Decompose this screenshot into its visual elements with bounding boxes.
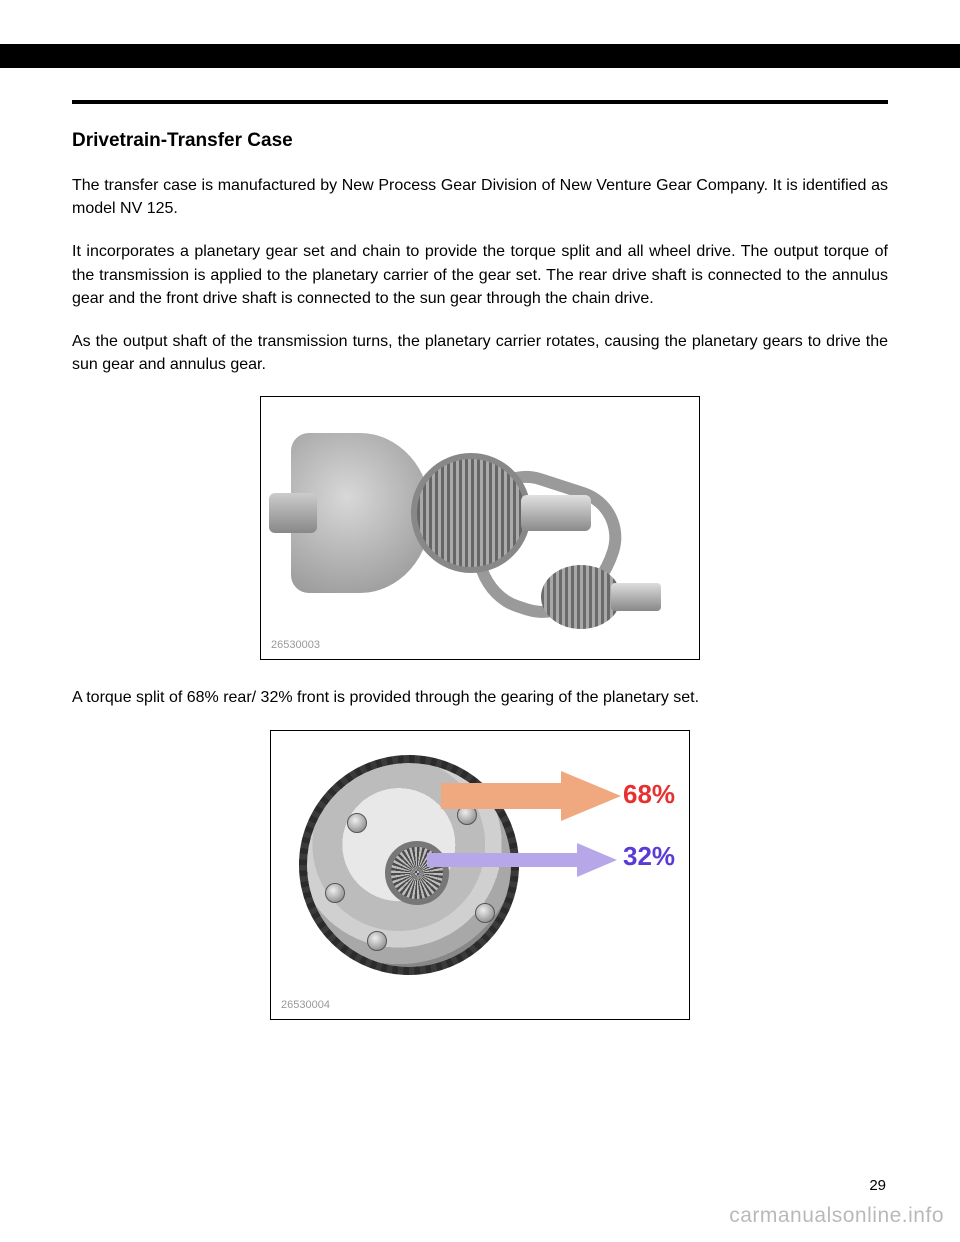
figure2-caption: 26530004 [281,999,330,1011]
housing-shape [291,433,431,593]
main-gear-shape [411,453,531,573]
page-number: 29 [869,1177,886,1194]
bolt-icon [367,931,387,951]
front-shaft-shape [611,583,661,611]
front-torque-arrow-icon [427,843,617,877]
paragraph-2: It incorporates a planetary gear set and… [72,240,888,310]
lower-sprocket-shape [541,565,621,629]
figure-torque-split: 68% 32% 26530004 [270,730,690,1020]
paragraph-3: As the output shaft of the transmission … [72,330,888,376]
section-heading: Drivetrain-Transfer Case [72,130,888,152]
output-shaft-shape [521,495,591,531]
rear-torque-label: 68% [623,779,675,810]
horizontal-rule [72,100,888,104]
bolt-icon [347,813,367,833]
figure-transfer-case: 26530003 [260,396,700,660]
bolt-icon [475,903,495,923]
content-area: Drivetrain-Transfer Case The transfer ca… [72,130,888,1046]
figure1-caption: 26530003 [271,639,320,651]
transfer-case-illustration [291,415,669,625]
manual-page: Drivetrain-Transfer Case The transfer ca… [0,0,960,1242]
watermark-text: carmanualsonline.info [729,1204,944,1228]
header-bar [0,44,960,68]
front-torque-label: 32% [623,841,675,872]
bolt-icon [325,883,345,903]
paragraph-1: The transfer case is manufactured by New… [72,174,888,220]
rear-torque-arrow-icon [441,771,621,821]
paragraph-4: A torque split of 68% rear/ 32% front is… [72,686,888,709]
